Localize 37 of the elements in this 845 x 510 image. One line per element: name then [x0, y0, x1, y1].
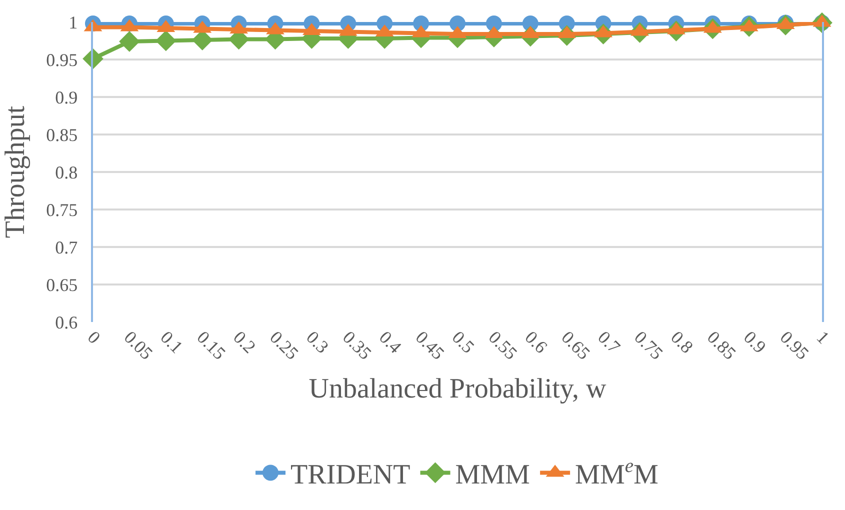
- x-tick-label: 0: [84, 327, 104, 348]
- legend-label: MM$^{e}$M: [575, 456, 659, 491]
- y-tick-label: 0.85: [46, 124, 78, 145]
- y-axis-title: Throughput: [0, 106, 31, 238]
- x-tick-label: 0.65: [558, 327, 594, 364]
- x-tick-label: 0.25: [266, 327, 302, 364]
- x-tick-label: 0.5: [448, 327, 478, 358]
- y-tick-label: 0.75: [46, 200, 78, 220]
- x-tick-label: 0.45: [412, 327, 448, 364]
- y-tick-label: 0.6: [55, 312, 78, 332]
- x-tick-label: 0.75: [630, 327, 667, 364]
- x-tick-label: 0.7: [594, 327, 624, 358]
- y-tick-label: 1: [68, 12, 78, 32]
- x-tick-label: 0.6: [521, 327, 552, 358]
- y-tick-label: 0.9: [55, 87, 78, 108]
- x-tick-label: 1: [812, 327, 834, 348]
- x-tick-label: 0.3: [302, 327, 333, 358]
- x-tick-label: 0.2: [230, 327, 260, 358]
- point: [119, 31, 140, 52]
- x-tick-label: 0.95: [776, 327, 813, 364]
- y-tick-label: 0.95: [46, 50, 78, 70]
- x-tick-label: 0.85: [703, 327, 740, 364]
- y-tick-label: 0.65: [46, 274, 78, 295]
- legend-label: MMM: [455, 460, 530, 491]
- point: [156, 30, 176, 52]
- x-tick-label: 0.05: [120, 327, 157, 364]
- y-tick-label: 0.7: [55, 237, 78, 258]
- x-tick-label: 0.55: [484, 327, 522, 364]
- x-tick-label: 0.8: [667, 327, 698, 358]
- legend-label: TRIDENT: [290, 460, 410, 491]
- x-tick-label: 0.9: [740, 327, 770, 358]
- x-tick-label: 0.15: [193, 327, 230, 364]
- x-axis-title: Unbalanced Probability, w: [308, 374, 608, 405]
- y-tick-label: 0.8: [55, 162, 78, 182]
- x-tick-label: 0.35: [338, 327, 376, 364]
- x-tick-label: 0.1: [156, 327, 187, 358]
- x-tick-label: 0.4: [375, 327, 406, 358]
